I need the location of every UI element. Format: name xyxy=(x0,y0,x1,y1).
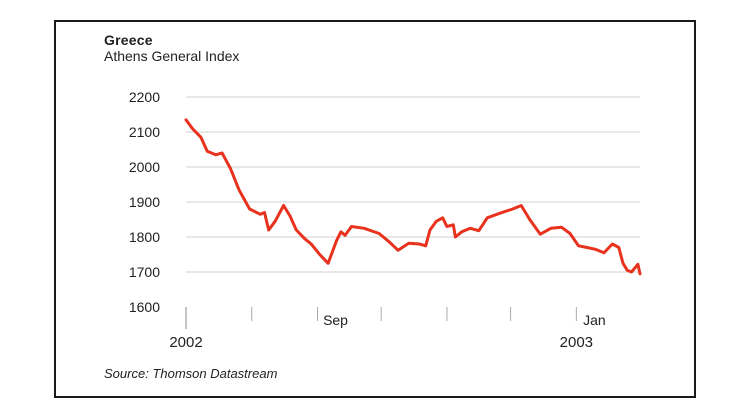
x-tick-label: Jan xyxy=(583,312,606,328)
x-axis: Sep Jan 2002 2003 xyxy=(169,307,606,351)
y-tick-label: 1800 xyxy=(129,229,160,245)
y-tick-label: 1600 xyxy=(129,299,160,315)
gridlines xyxy=(186,96,640,273)
series-layer xyxy=(184,118,642,276)
x-tick-label: Sep xyxy=(323,312,348,328)
y-tick-label: 2000 xyxy=(129,159,160,175)
y-tick-label: 1900 xyxy=(129,194,160,210)
chart-source: Source: Thomson Datastream xyxy=(104,366,278,381)
y-tick-label: 2100 xyxy=(129,124,160,140)
series-line xyxy=(184,118,642,276)
x-year-label: 2002 xyxy=(169,334,202,351)
x-year-label: 2003 xyxy=(560,334,593,351)
chart-title: Greece xyxy=(104,32,153,48)
y-tick-label: 1700 xyxy=(129,264,160,280)
y-tick-label: 2200 xyxy=(129,89,160,105)
chart-frame xyxy=(54,20,696,398)
y-axis-tick-labels: 1600 1700 1800 1900 2000 2100 2200 xyxy=(129,89,160,315)
chart-subtitle: Athens General Index xyxy=(104,48,240,64)
